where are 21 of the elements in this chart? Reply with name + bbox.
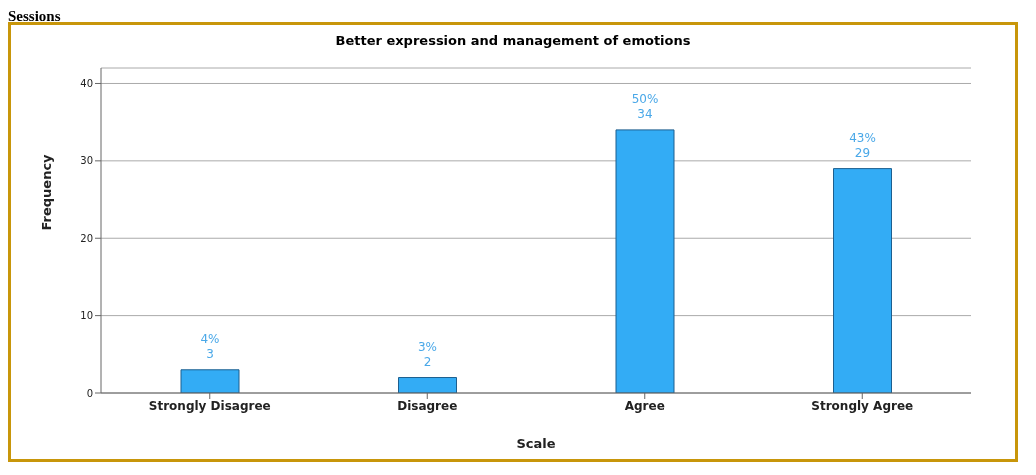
- y-tick-label: 40: [80, 78, 93, 90]
- y-tick-label: 0: [86, 387, 93, 399]
- data-label: 3% 2: [417, 339, 438, 369]
- text: Sessions: [8, 8, 61, 24]
- bar: [180, 369, 240, 393]
- data-label: 50% 34: [631, 91, 659, 121]
- x-axis-title: Scale: [516, 436, 556, 451]
- bar: [833, 168, 892, 393]
- bar: [615, 129, 675, 393]
- x-tick-label: Strongly Agree: [811, 398, 914, 413]
- y-tick-label: 20: [80, 232, 93, 244]
- y-axis-title: Frequency: [38, 153, 54, 231]
- y-tick-label: 30: [80, 155, 93, 167]
- y-tick-label: 10: [80, 310, 93, 322]
- data-label: 4% 3: [200, 331, 220, 361]
- bar: [398, 377, 457, 393]
- chart-title: Better expression and management of emotions: [334, 33, 692, 48]
- x-tick-label: Strongly Disagree: [148, 398, 271, 413]
- data-label: 43% 29: [849, 130, 876, 160]
- x-tick-label: Agree: [624, 398, 665, 413]
- x-tick-label: Disagree: [397, 398, 458, 413]
